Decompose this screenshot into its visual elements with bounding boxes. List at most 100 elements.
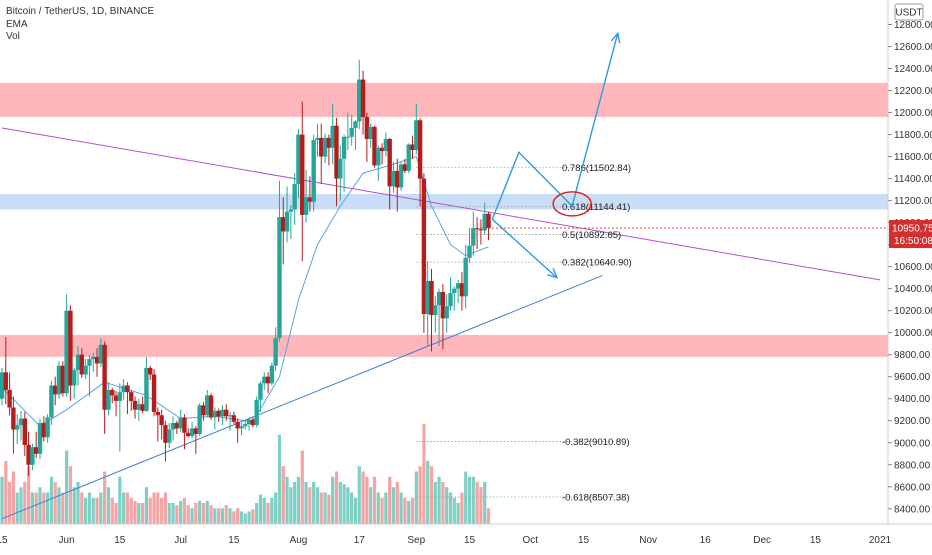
candle-body[interactable] xyxy=(322,137,328,157)
candle-body[interactable] xyxy=(60,365,66,394)
candle-body[interactable] xyxy=(148,367,153,375)
candle-body[interactable] xyxy=(136,404,142,410)
candle-body[interactable] xyxy=(376,147,381,166)
candle-body[interactable] xyxy=(56,365,62,395)
candle-body[interactable] xyxy=(34,447,39,454)
candle-body[interactable] xyxy=(193,428,199,434)
candle-body[interactable] xyxy=(410,144,415,150)
candle-body[interactable] xyxy=(186,432,191,437)
candle-body[interactable] xyxy=(132,400,138,410)
candle-body[interactable] xyxy=(353,121,358,128)
candle-body[interactable] xyxy=(463,257,468,297)
candle-body[interactable] xyxy=(284,211,290,232)
last-price-tag[interactable] xyxy=(889,220,932,249)
candle-body[interactable] xyxy=(239,426,244,429)
candle-body[interactable] xyxy=(368,126,373,139)
zone-resistance[interactable] xyxy=(0,82,888,117)
trendline-descending-resistance[interactable] xyxy=(1,127,881,281)
candle-body[interactable] xyxy=(110,389,115,396)
candle-body[interactable] xyxy=(425,280,430,314)
candle-body[interactable] xyxy=(26,444,31,465)
candle-body[interactable] xyxy=(402,164,408,171)
candle-body[interactable] xyxy=(292,184,297,210)
zone-fib-0.618[interactable] xyxy=(0,194,888,210)
candle-body[interactable] xyxy=(7,389,12,408)
candle-body[interactable] xyxy=(64,310,69,394)
candle-body[interactable] xyxy=(83,365,88,375)
candle-body[interactable] xyxy=(235,421,240,429)
candle-body[interactable] xyxy=(41,422,47,438)
candle-body[interactable] xyxy=(45,417,50,438)
candle-body[interactable] xyxy=(387,138,392,187)
candle-body[interactable] xyxy=(379,147,385,152)
candle-body[interactable] xyxy=(182,417,187,433)
candle-body[interactable] xyxy=(250,419,256,426)
candle-body[interactable] xyxy=(315,137,320,141)
candle-body[interactable] xyxy=(121,385,126,393)
candle-body[interactable] xyxy=(15,425,20,430)
candle-body[interactable] xyxy=(163,425,168,443)
candle-body[interactable] xyxy=(201,405,206,416)
candle-body[interactable] xyxy=(296,134,301,185)
candle-body[interactable] xyxy=(345,136,351,138)
candle-body[interactable] xyxy=(75,354,81,371)
candle-body[interactable] xyxy=(417,120,423,179)
candle-body[interactable] xyxy=(338,158,343,179)
candle-body[interactable] xyxy=(429,280,434,316)
candle-body[interactable] xyxy=(277,217,282,339)
candle-body[interactable] xyxy=(300,134,305,215)
candle-body[interactable] xyxy=(18,418,24,426)
candle-body[interactable] xyxy=(53,385,58,395)
candle-body[interactable] xyxy=(106,389,111,410)
indicator-vol-label[interactable]: Vol xyxy=(6,31,20,42)
candle-body[interactable] xyxy=(360,79,366,117)
projection-bearish[interactable] xyxy=(491,218,558,279)
candle-body[interactable] xyxy=(117,392,123,401)
candle-body[interactable] xyxy=(170,422,176,430)
candle-body[interactable] xyxy=(216,410,221,417)
projection-bullish[interactable] xyxy=(491,33,619,220)
candle-body[interactable] xyxy=(155,411,161,416)
candle-body[interactable] xyxy=(68,310,73,386)
candle-body[interactable] xyxy=(91,356,96,360)
candle-body[interactable] xyxy=(281,217,286,232)
candle-body[interactable] xyxy=(102,344,107,410)
candle-body[interactable] xyxy=(0,372,5,399)
highlight-circle[interactable] xyxy=(552,191,592,217)
candle-body[interactable] xyxy=(220,409,225,417)
candle-body[interactable] xyxy=(478,229,484,231)
candle-body[interactable] xyxy=(231,415,237,422)
candle-body[interactable] xyxy=(406,144,411,171)
candle-body[interactable] xyxy=(189,428,195,437)
candle-body[interactable] xyxy=(30,447,35,465)
candle-body[interactable] xyxy=(22,418,28,445)
candle-body[interactable] xyxy=(467,245,472,258)
candle-body[interactable] xyxy=(448,293,453,307)
candle-body[interactable] xyxy=(212,410,218,418)
candle-body[interactable] xyxy=(151,374,157,412)
candle-body[interactable] xyxy=(349,127,354,137)
candle-body[interactable] xyxy=(258,383,263,400)
candle-body[interactable] xyxy=(341,136,347,159)
candle-body[interactable] xyxy=(433,305,438,316)
candle-body[interactable] xyxy=(224,409,229,417)
candle-body[interactable] xyxy=(3,372,9,390)
candle-body[interactable] xyxy=(436,291,442,306)
candle-body[interactable] xyxy=(144,367,149,411)
candle-body[interactable] xyxy=(383,138,389,152)
candle-body[interactable] xyxy=(140,404,145,411)
candle-body[interactable] xyxy=(254,399,259,426)
candle-body[interactable] xyxy=(273,338,278,366)
candle-body[interactable] xyxy=(311,140,316,202)
candle-body[interactable] xyxy=(178,417,183,429)
candle-body[interactable] xyxy=(265,376,271,384)
candle-body[interactable] xyxy=(79,354,85,375)
zone-support[interactable] xyxy=(0,334,888,357)
price-axis[interactable] xyxy=(888,0,932,550)
candle-body[interactable] xyxy=(452,288,457,294)
candle-body[interactable] xyxy=(440,291,446,319)
candle-body[interactable] xyxy=(167,429,172,443)
candle-body[interactable] xyxy=(395,170,400,188)
candle-body[interactable] xyxy=(262,376,267,384)
